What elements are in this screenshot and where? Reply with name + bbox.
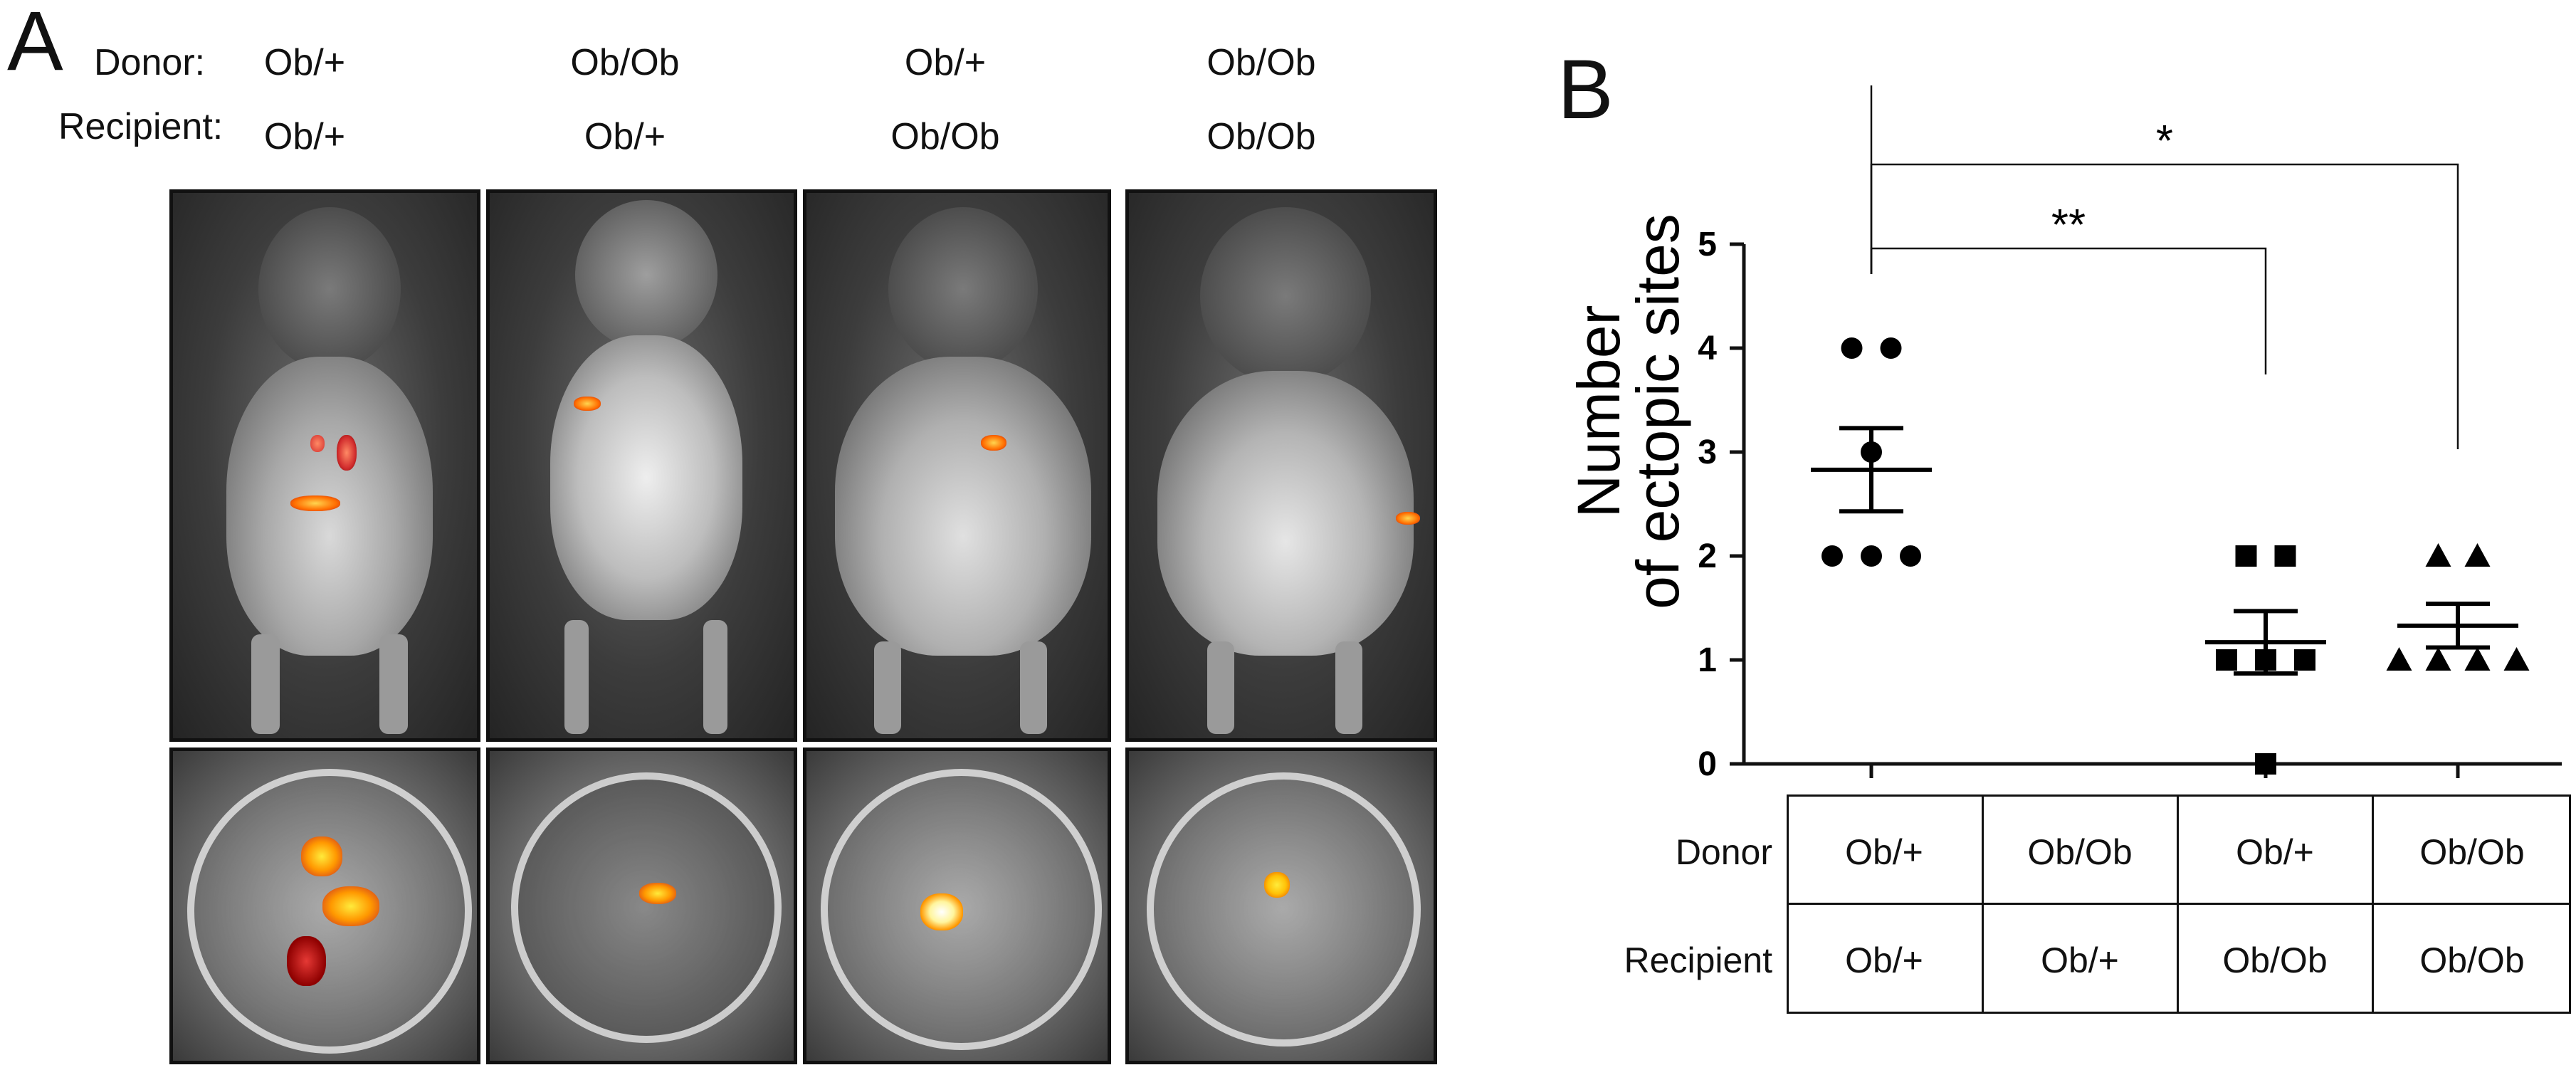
bioluminescence-signal [639,883,676,904]
condition-2-recipient: Ob/+ [584,116,666,157]
data-point-circle [1821,545,1843,567]
mouse-image-4 [1125,189,1437,742]
bioluminescence-signal [301,836,342,876]
significance-bracket [1870,85,1873,274]
table-cell-donor: Ob/+ [2236,832,2314,872]
table-cell-recipient: Ob/+ [1845,940,1923,980]
table-divider [2177,794,2179,1014]
bioluminescence-signal [1264,872,1290,898]
bioluminescence-signal [322,886,379,926]
table-cell-recipient: Ob/Ob [2222,940,2328,980]
y-tick-label: 1 [1698,641,1717,679]
data-point-triangle-up [2464,647,2491,671]
panel-a-letter: A [7,0,63,88]
mouse-image-1 [169,189,480,742]
dish-image-3 [803,748,1111,1064]
dish-image-1 [169,748,480,1064]
significance-label: * [2156,117,2173,166]
condition-4-donor: Ob/Ob [1206,42,1316,83]
table-cell-recipient: Ob/+ [2041,940,2119,980]
data-point-square [2255,753,2276,775]
data-point-triangle-up [2386,647,2412,671]
y-axis-label-line1: Number [1565,305,1632,518]
y-tick-label: 4 [1698,330,1717,367]
table-cell-donor: Ob/+ [1845,832,1923,872]
table-row-label-donor: Donor [1675,832,1772,872]
dish-image-2 [486,748,797,1064]
bioluminescence-signal [287,936,326,986]
dish-image-4 [1125,748,1437,1064]
bioluminescence-signal [981,435,1006,451]
data-point-triangle-up [2425,647,2451,671]
significance-label: ** [2051,201,2086,250]
y-tick-label: 3 [1698,434,1717,471]
condition-3-donor: Ob/+ [904,42,987,83]
condition-1-recipient: Ob/+ [263,116,346,157]
bioluminescence-signal [337,435,357,471]
significance-bracket [1870,163,2459,449]
condition-1-donor: Ob/+ [263,42,346,83]
y-tick-label: 0 [1698,745,1717,783]
table-divider [1982,794,1984,1014]
donor-row-label: Donor: [94,42,206,83]
y-tick-label: 5 [1698,226,1717,263]
table-cell-recipient: Ob/Ob [2419,940,2525,980]
y-tick-label: 2 [1698,537,1717,575]
data-point-triangle-up [2464,543,2491,567]
data-point-triangle-up [2503,647,2530,671]
table-cell-donor: Ob/Ob [2419,832,2525,872]
table-cell-donor: Ob/Ob [2027,832,2133,872]
data-point-square [2294,649,2315,671]
data-point-circle [1861,545,1882,567]
data-point-circle [1841,337,1863,359]
panel-b-letter: B [1557,43,1614,137]
bioluminescence-signal [310,435,325,452]
condition-2-donor: Ob/Ob [570,42,680,83]
data-point-square [2216,649,2237,671]
bioluminescence-signal [574,397,601,411]
data-point-triangle-up [2425,543,2451,567]
table-divider [2372,794,2374,1014]
data-point-square [2235,545,2257,567]
data-point-circle [1880,337,1902,359]
condition-3-recipient: Ob/Ob [890,116,1000,157]
data-point-square [2274,545,2296,567]
table-divider [1787,903,2571,905]
significance-bracket [1870,247,2267,374]
recipient-row-label: Recipient: [58,106,224,147]
bioluminescence-signal [920,893,963,930]
bioluminescence-signal [290,495,340,511]
condition-4-recipient: Ob/Ob [1206,116,1316,157]
data-point-circle [1900,545,1921,567]
mouse-image-3 [803,189,1111,742]
table-row-label-recipient: Recipient [1624,940,1772,980]
y-axis-label-line2: of ectopic sites [1624,214,1691,609]
bioluminescence-signal [1396,512,1420,525]
mouse-image-2 [486,189,797,742]
